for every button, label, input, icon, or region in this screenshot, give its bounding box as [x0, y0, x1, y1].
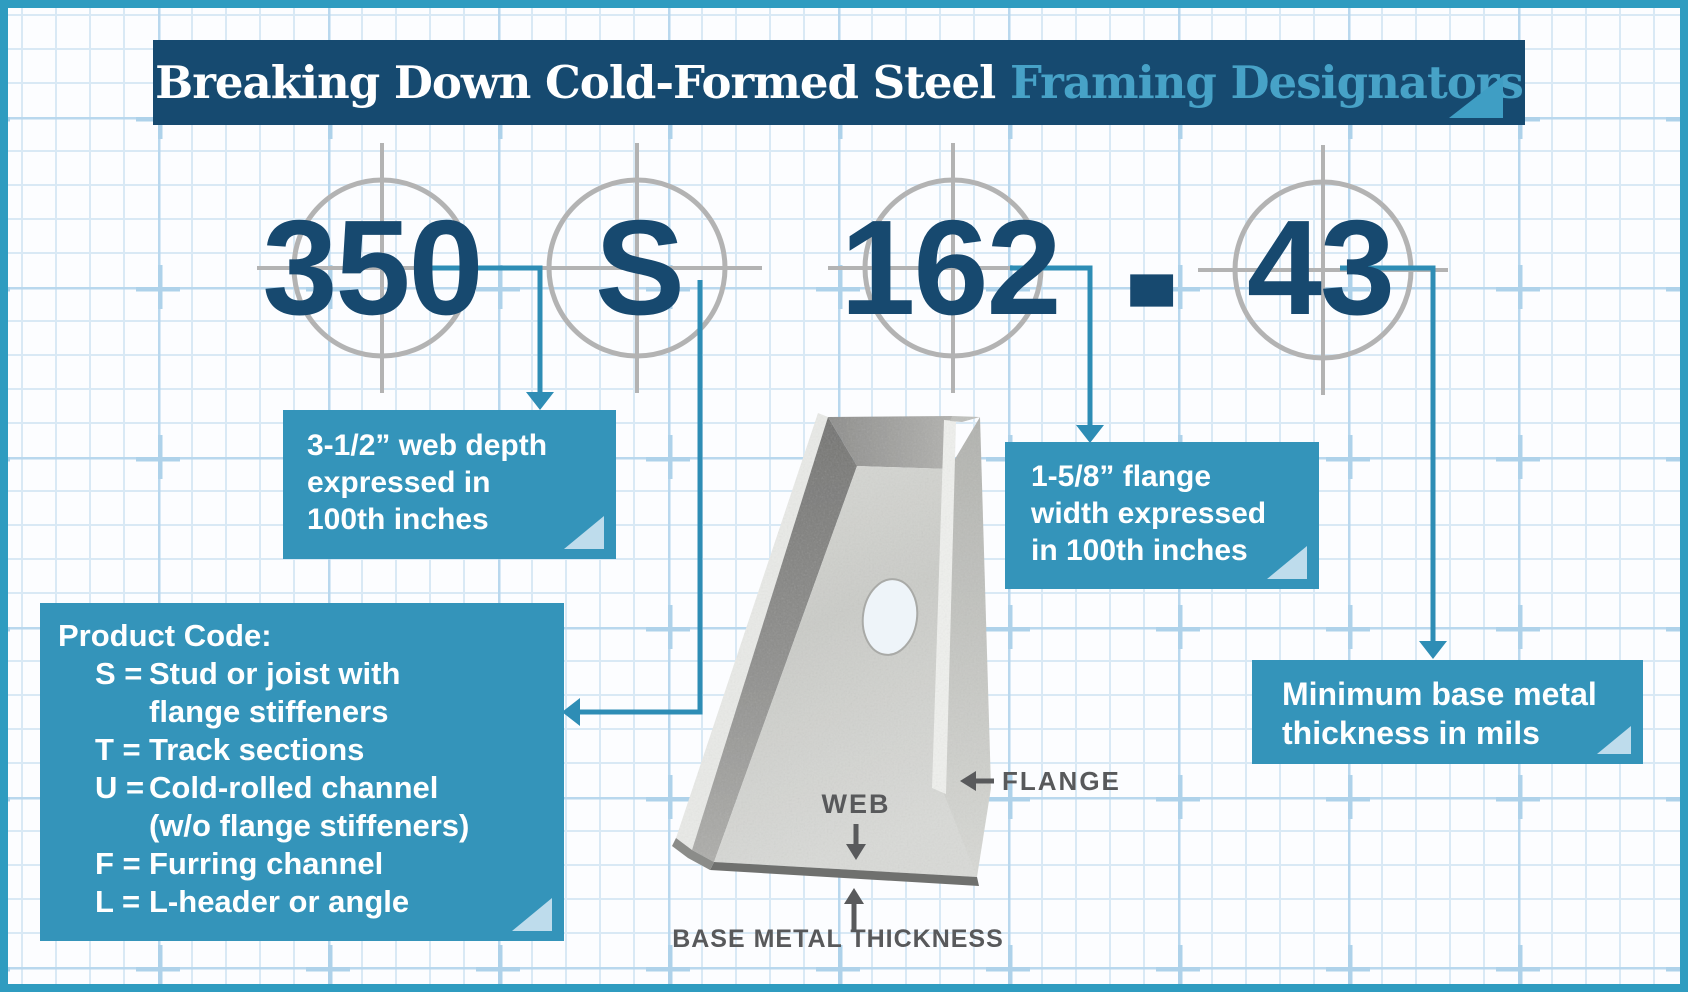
callout-flange-width: 1-5/8” flange width expressed in 100th i… [1005, 442, 1319, 589]
product-code-title: Product Code: [58, 618, 272, 653]
title-space [995, 56, 1010, 109]
product-code-letter: F = [95, 846, 141, 881]
product-code-letter: S = [95, 656, 143, 691]
channel-right-top-edge [950, 416, 980, 422]
channel-left-flange-edge [676, 413, 828, 850]
channel-bottom-edge [710, 862, 979, 886]
title-bar: Breaking Down Cold-Formed Steel Framing … [153, 40, 1525, 125]
page-title-primary: Breaking Down Cold-Formed Steel [155, 56, 996, 109]
segment-text: - [1123, 116, 1179, 418]
product-code-description: Furring channel [149, 846, 384, 881]
product-code-description: L-header or angle [149, 884, 410, 919]
channel-web-face [714, 466, 977, 877]
channel-right-flange [944, 417, 991, 877]
product-code-entry: F = Furring channel [58, 845, 564, 883]
product-code-entry: S = Stud or joist with flange stiffeners [58, 655, 564, 731]
product-code-letter: T = [95, 732, 141, 767]
designator-segment-350: 350 [232, 191, 512, 343]
product-code-entry: T = Track sections [58, 731, 564, 769]
segment-text: 43 [1246, 191, 1395, 343]
designator-segment-dash: - [1100, 116, 1200, 418]
product-code-description: Cold-rolled channel (w/o flange stiffene… [149, 770, 470, 843]
steel-channel-illustration [672, 413, 991, 886]
callout-line: expressed in [307, 466, 491, 499]
channel-far-end [828, 416, 952, 469]
callout-line: 1-5/8” flange [1031, 460, 1212, 493]
channel-bottom-left-foot [672, 838, 714, 870]
product-code-letter: L = [95, 884, 141, 919]
channel-punch-hole [861, 578, 919, 656]
web-label: WEB [821, 789, 891, 819]
page-title: Breaking Down Cold-Formed Steel Framing … [155, 56, 1524, 109]
designator-segment-S: S [569, 191, 709, 343]
callout-line: 100th inches [307, 503, 489, 536]
product-code-description: Track sections [149, 732, 365, 767]
segment-text: 162 [840, 191, 1061, 343]
callout-product-code: Product Code: S = Stud or joist with fla… [40, 603, 564, 941]
page-title-accent: Framing Designators [1009, 56, 1524, 109]
channel-left-flange-inner [692, 417, 857, 862]
callout-web-depth: 3-1/2” web depth expressed in 100th inch… [283, 410, 616, 559]
product-code-entry: L = L-header or angle [58, 883, 564, 921]
callout-line: Minimum base metal [1282, 676, 1597, 712]
callout-line: width expressed [1031, 497, 1267, 530]
product-code-description: Stud or joist with flange stiffeners [149, 656, 401, 729]
product-code-entry: U = Cold-rolled channel (w/o flange stif… [58, 769, 564, 845]
base-metal-thickness-label: BASE METAL THICKNESS [672, 925, 1004, 953]
designator-segment-43: 43 [1218, 191, 1422, 343]
segment-text: 350 [262, 191, 483, 343]
product-code-letter: U = [95, 770, 145, 805]
designator-segment-162: 162 [810, 191, 1090, 343]
callout-line: in 100th inches [1031, 534, 1248, 567]
callout-base-metal-thickness: Minimum base metal thickness in mils [1252, 660, 1643, 764]
segment-text: S [594, 191, 685, 343]
callout-line: 3-1/2” web depth [307, 429, 548, 462]
callout-line: thickness in mils [1282, 715, 1540, 751]
flange-label: FLANGE [1002, 766, 1121, 796]
channel-lip-highlight [932, 420, 956, 794]
